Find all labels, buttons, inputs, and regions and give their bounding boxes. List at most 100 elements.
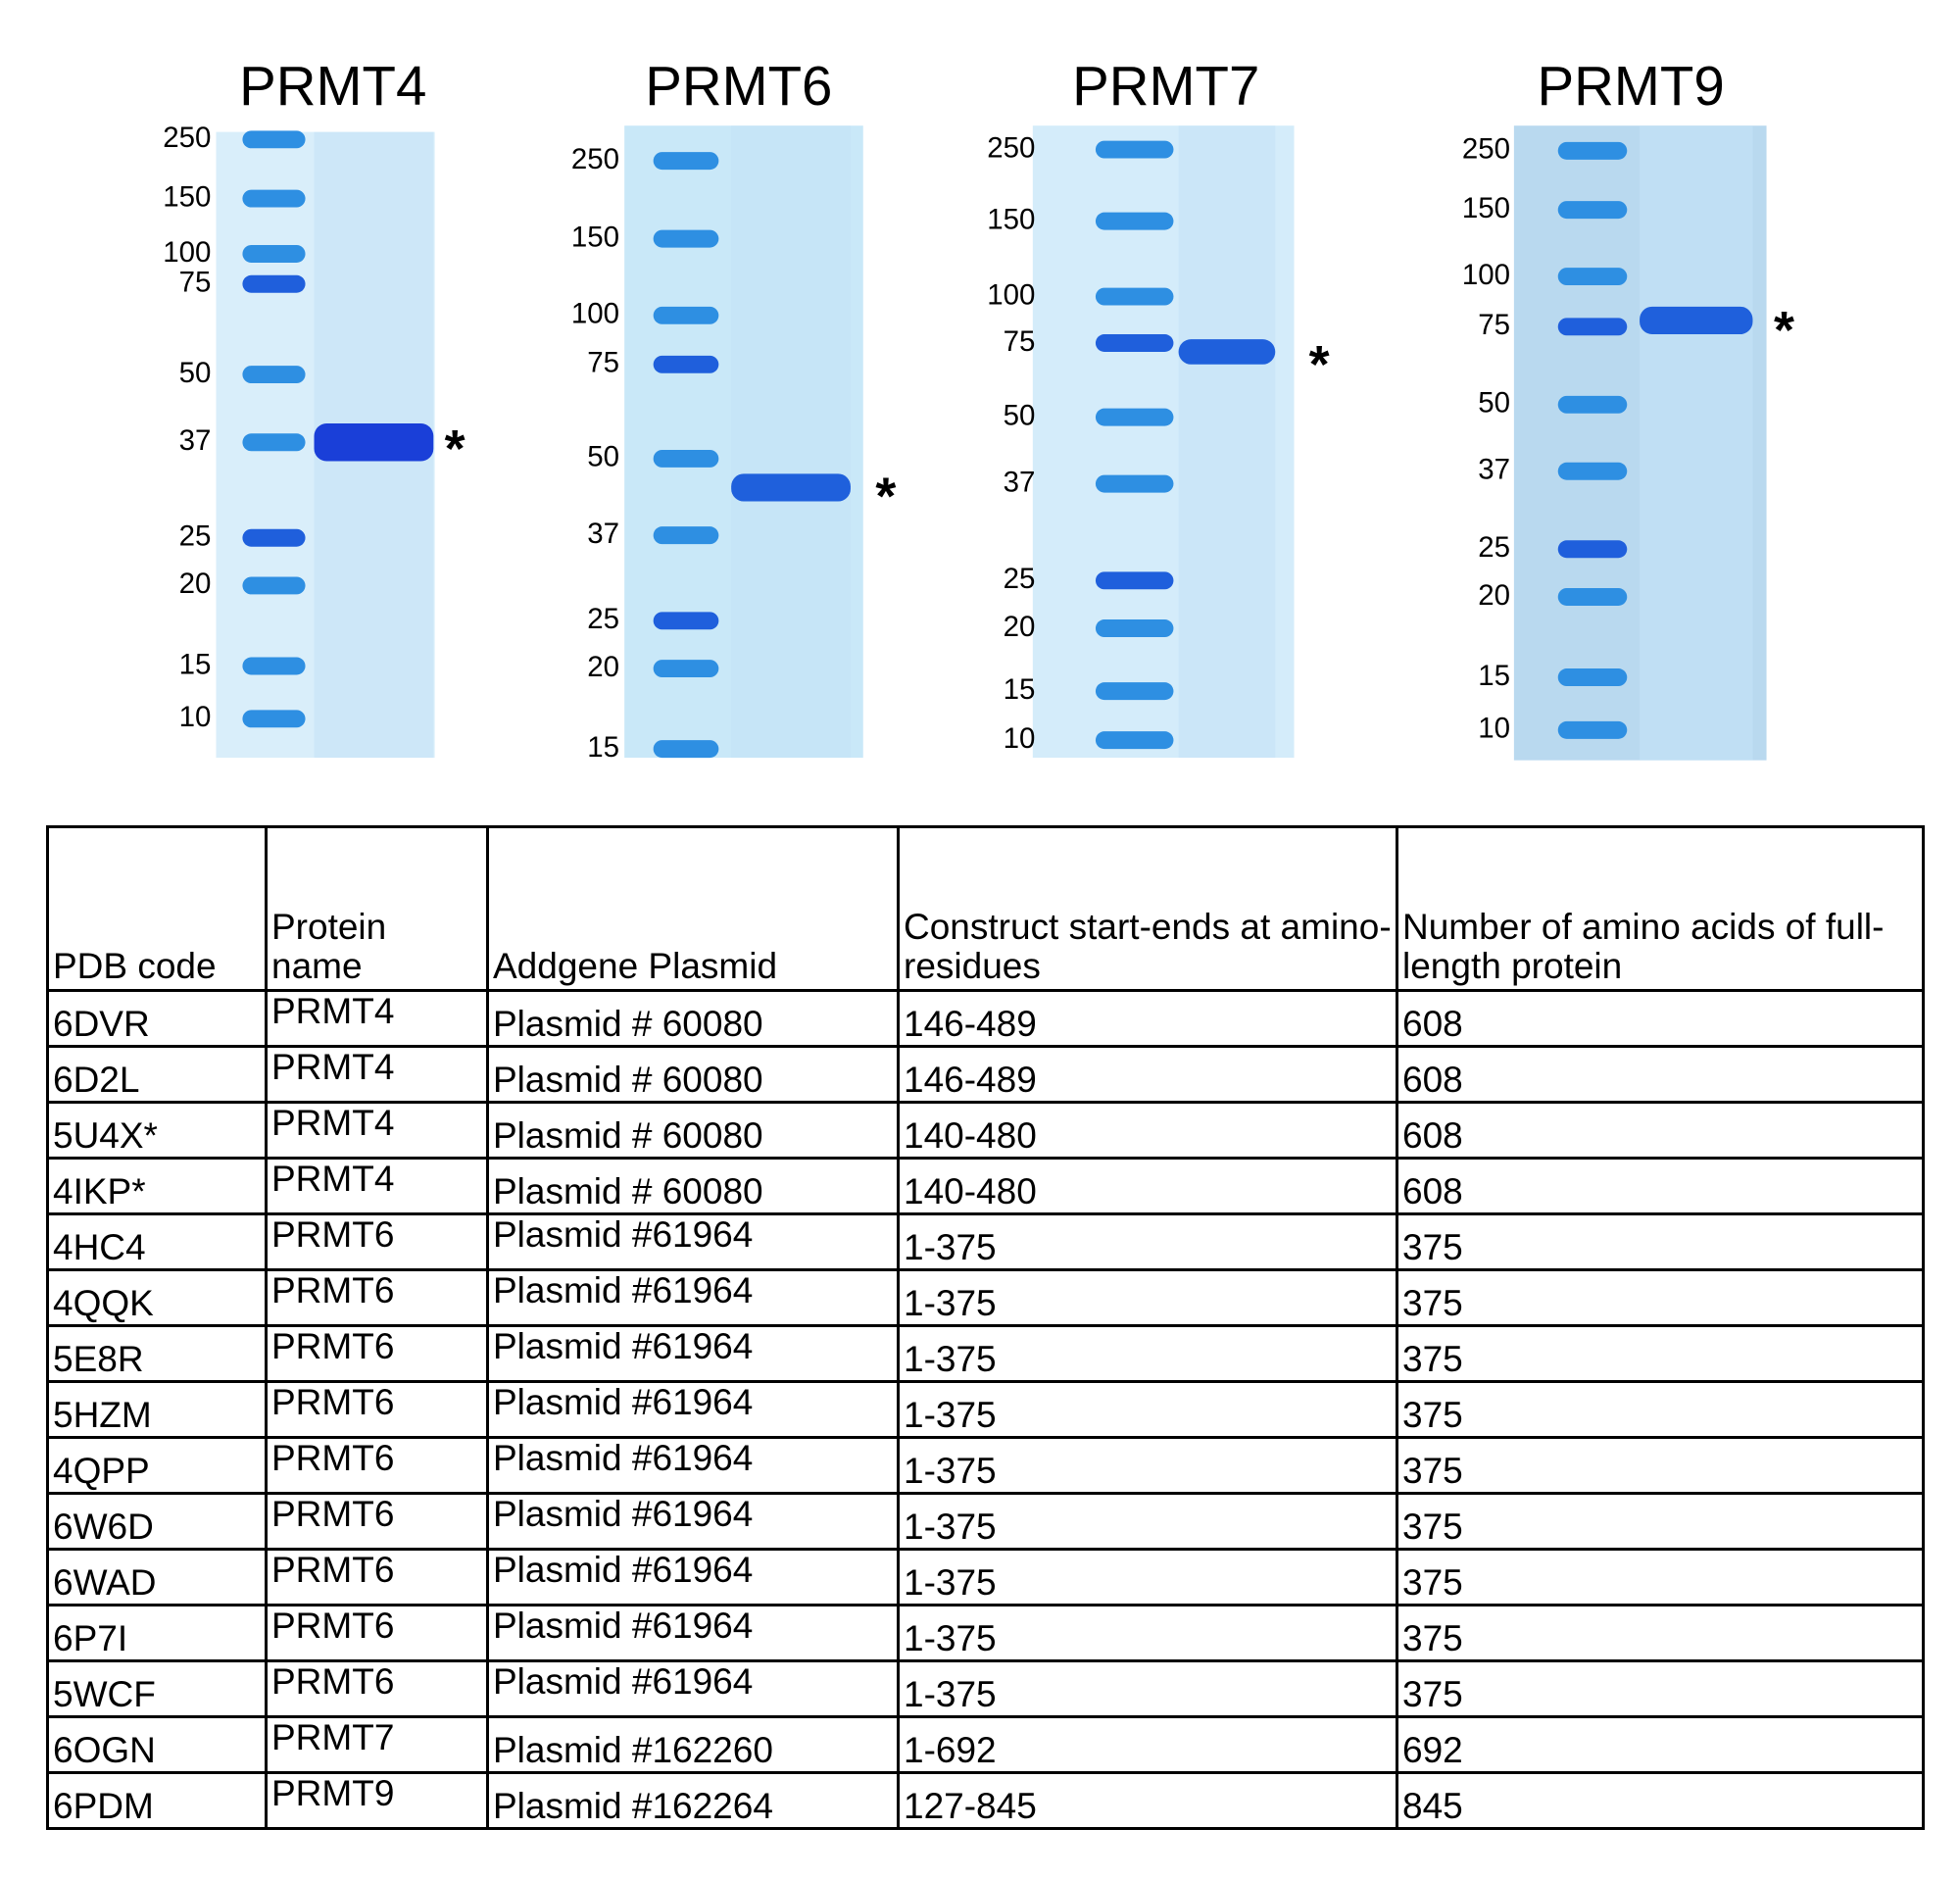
header-text: Addgene Plasmid xyxy=(493,946,778,987)
table-cell: 375 xyxy=(1396,1548,1925,1606)
table-cell: 1-375 xyxy=(897,1492,1398,1551)
table-cell: PRMT6 xyxy=(265,1268,489,1327)
header-text: Protein name xyxy=(271,906,387,987)
header-cell: Construct start-ends at amino-residues xyxy=(897,825,1398,992)
table-cell: 608 xyxy=(1396,1101,1925,1160)
table-cell: 4QQK xyxy=(46,1268,268,1327)
ladder-band xyxy=(1095,408,1174,426)
ladder-band xyxy=(1095,731,1174,750)
ladder-band xyxy=(653,355,719,373)
table-cell: PRMT6 xyxy=(265,1436,489,1495)
marker-label: 100 xyxy=(987,278,1035,311)
table-cell: PRMT6 xyxy=(265,1492,489,1551)
table-cell: 1-375 xyxy=(897,1324,1398,1383)
table-cell: Plasmid # 60080 xyxy=(486,1101,900,1160)
table-cell: 6WAD xyxy=(46,1548,268,1606)
marker-label: 10 xyxy=(1004,722,1036,755)
marker-label: 75 xyxy=(1004,325,1036,358)
table-row: 4QQK PRMT6 Plasmid #61964 1-375 375 xyxy=(46,1268,1925,1327)
marker-label: 150 xyxy=(1462,192,1510,224)
marker-label: 25 xyxy=(1004,563,1036,595)
ladder-band xyxy=(1557,540,1628,559)
table-cell: 1-375 xyxy=(897,1436,1398,1495)
table-cell: Plasmid #61964 xyxy=(486,1380,900,1439)
table-cell: PRMT4 xyxy=(265,1045,489,1104)
ladder-band xyxy=(1095,334,1174,352)
table-cell: Plasmid # 60080 xyxy=(486,1157,900,1215)
table-cell: 1-375 xyxy=(897,1212,1398,1271)
table-row: 4HC4 PRMT6 Plasmid #61964 1-375 375 xyxy=(46,1212,1925,1271)
marker-label: 100 xyxy=(163,236,211,269)
marker-label: 10 xyxy=(179,701,212,733)
table-cell: 375 xyxy=(1396,1492,1925,1551)
gel-figure: PRMT425015010075503725201510*PRMT6250150… xyxy=(163,55,1794,764)
table-cell: PRMT6 xyxy=(265,1324,489,1383)
band-marker: * xyxy=(1309,335,1330,394)
table-cell: PRMT4 xyxy=(265,1101,489,1160)
table-cell: Plasmid #61964 xyxy=(486,1604,900,1662)
table-body: 6DVR PRMT4 Plasmid # 60080 146-489 608 6D2L PR… xyxy=(46,989,1925,1830)
table-cell: Plasmid #61964 xyxy=(486,1268,900,1327)
marker-label: 25 xyxy=(1478,531,1510,564)
marker-label: 15 xyxy=(1478,660,1510,692)
band-marker: * xyxy=(445,420,466,478)
header-row: PDB code Protein name Addgene Plasmid Const… xyxy=(46,825,1925,992)
marker-label: 75 xyxy=(179,267,212,299)
table-cell: 375 xyxy=(1396,1436,1925,1495)
protein-band xyxy=(1640,306,1753,335)
marker-label: 100 xyxy=(571,298,619,330)
ladder-band xyxy=(653,612,719,630)
marker-label: 20 xyxy=(587,651,619,683)
table-cell: PRMT6 xyxy=(265,1212,489,1271)
marker-label: 37 xyxy=(587,518,619,550)
ladder-band xyxy=(1095,619,1174,637)
table-cell: 1-375 xyxy=(897,1380,1398,1439)
table-cell: 6W6D xyxy=(46,1492,268,1551)
marker-label: 75 xyxy=(587,347,619,379)
header-cell: Number of amino acids of full-length pro… xyxy=(1396,825,1925,992)
table-row: 5E8R PRMT6 Plasmid #61964 1-375 375 xyxy=(46,1324,1925,1383)
table-cell: 692 xyxy=(1396,1715,1925,1774)
table-cell: 4HC4 xyxy=(46,1212,268,1271)
marker-label: 15 xyxy=(1004,673,1036,706)
table-cell: 1-375 xyxy=(897,1548,1398,1606)
header-cell: PDB code xyxy=(46,825,268,992)
protein-band xyxy=(731,473,851,502)
table-row: 6PDM PRMT9 Plasmid #162264 127-845 845 xyxy=(46,1771,1925,1830)
marker-label: 250 xyxy=(571,143,619,175)
table-cell: PRMT4 xyxy=(265,1157,489,1215)
table-cell: 608 xyxy=(1396,989,1925,1048)
ladder-band xyxy=(653,152,719,171)
table-cell: 5HZM xyxy=(46,1380,268,1439)
table-cell: 5WCF xyxy=(46,1659,268,1718)
table-cell: Plasmid #162260 xyxy=(486,1715,900,1774)
marker-label: 37 xyxy=(1004,466,1036,498)
table-row: 4IKP* PRMT4 Plasmid # 60080 140-480 608 xyxy=(46,1157,1925,1215)
marker-label: 20 xyxy=(1478,579,1510,612)
table-cell: Plasmid #61964 xyxy=(486,1548,900,1606)
ladder-band xyxy=(653,229,719,248)
ladder-band xyxy=(242,245,306,263)
marker-label: 75 xyxy=(1478,309,1510,341)
gel-title: PRMT9 xyxy=(1538,55,1725,117)
marker-label: 25 xyxy=(587,603,619,635)
table-row: 6W6D PRMT6 Plasmid #61964 1-375 375 xyxy=(46,1492,1925,1551)
table-cell: 375 xyxy=(1396,1324,1925,1383)
table-cell: PRMT6 xyxy=(265,1380,489,1439)
marker-label: 37 xyxy=(179,424,212,457)
ladder-band xyxy=(1095,140,1174,159)
ladder-band xyxy=(1557,462,1628,480)
marker-label: 100 xyxy=(1462,259,1510,291)
ladder-band xyxy=(1557,268,1628,286)
table-cell: PRMT6 xyxy=(265,1604,489,1662)
table-cell: 4IKP* xyxy=(46,1157,268,1215)
ladder-band xyxy=(242,576,306,595)
ladder-band xyxy=(242,528,306,547)
marker-label: 37 xyxy=(1478,454,1510,486)
table-row: 6OGN PRMT7 Plasmid #162260 1-692 692 xyxy=(46,1715,1925,1774)
table-cell: 6OGN xyxy=(46,1715,268,1774)
table-cell: 146-489 xyxy=(897,989,1398,1048)
table-cell: 6P7I xyxy=(46,1604,268,1662)
table-cell: 375 xyxy=(1396,1380,1925,1439)
ladder-band xyxy=(1557,318,1628,336)
